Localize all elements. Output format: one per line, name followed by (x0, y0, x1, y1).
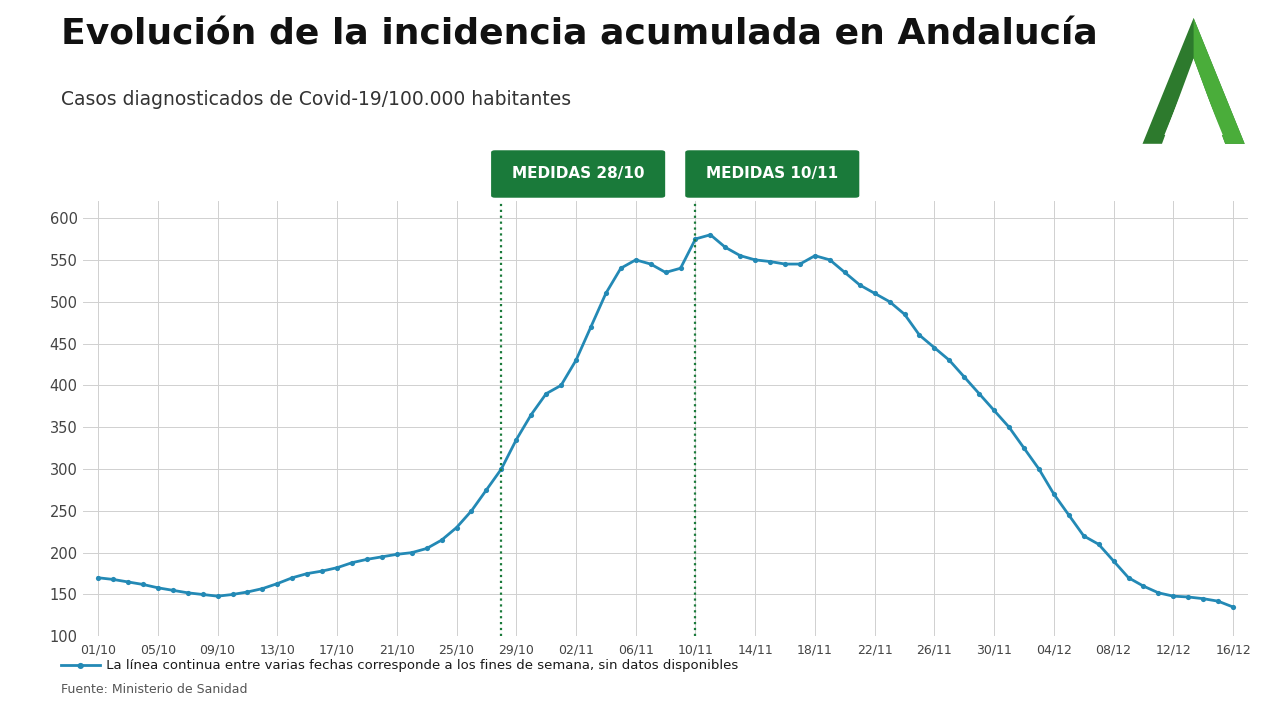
Point (819, 254, 840, 265)
Point (595, 288, 616, 299)
Point (1133, 580, 1153, 592)
Point (954, 371, 974, 383)
Point (1148, 587, 1169, 598)
Point (790, 258, 810, 270)
Point (879, 296, 900, 308)
Point (685, 233, 705, 244)
Point (774, 258, 795, 270)
Point (147, 582, 168, 594)
Point (581, 321, 602, 333)
Point (118, 576, 138, 587)
Text: MEDIDAS 28/10: MEDIDAS 28/10 (512, 167, 644, 181)
Point (1208, 595, 1229, 607)
Point (1029, 463, 1050, 475)
Text: La línea continua entre varias fechas corresponde a los fines de semana, sin dat: La línea continua entre varias fechas co… (102, 659, 739, 672)
Point (1059, 509, 1079, 521)
Point (492, 463, 512, 475)
Point (805, 250, 826, 262)
Point (671, 262, 691, 274)
Point (655, 267, 676, 278)
Point (342, 557, 362, 569)
Point (506, 434, 526, 446)
Point (521, 409, 541, 421)
Point (431, 534, 452, 546)
Point (864, 288, 884, 299)
Point (447, 522, 467, 533)
Point (312, 565, 333, 577)
Point (282, 572, 302, 584)
Text: MEDIDAS 10/11: MEDIDAS 10/11 (707, 167, 838, 181)
Point (461, 505, 481, 516)
Point (297, 568, 317, 580)
Point (402, 547, 422, 559)
Text: Fuente: Ministerio de Sanidad: Fuente: Ministerio de Sanidad (61, 683, 248, 696)
Point (611, 262, 631, 274)
Polygon shape (1165, 63, 1222, 135)
Point (730, 250, 750, 262)
Point (1164, 590, 1184, 602)
Point (326, 562, 347, 574)
Point (416, 543, 436, 554)
Text: Evolución de la incidencia acumulada en Andalucía: Evolución de la incidencia acumulada en … (61, 18, 1098, 52)
Point (102, 574, 123, 585)
Point (940, 354, 960, 366)
Point (1088, 539, 1108, 550)
Point (984, 405, 1005, 416)
Point (1103, 555, 1124, 567)
Point (1014, 442, 1034, 454)
Point (924, 342, 945, 354)
Point (163, 585, 183, 596)
Point (566, 354, 586, 366)
Point (1193, 593, 1213, 605)
Point (252, 583, 273, 595)
Point (387, 549, 407, 560)
Point (626, 254, 646, 265)
Point (268, 578, 288, 590)
Point (88, 572, 109, 584)
Point (133, 579, 154, 590)
Point (550, 380, 571, 391)
Point (237, 586, 257, 597)
Polygon shape (1143, 18, 1244, 144)
Point (1222, 601, 1243, 613)
Point (476, 484, 497, 495)
Point (357, 554, 378, 565)
Polygon shape (1193, 18, 1244, 144)
Point (192, 589, 212, 600)
Text: ●: ● (77, 661, 84, 669)
Point (536, 388, 557, 400)
Point (760, 256, 781, 267)
Point (1119, 572, 1139, 584)
Point (178, 587, 198, 598)
Point (998, 421, 1019, 433)
Point (745, 254, 765, 265)
Point (371, 551, 392, 562)
Point (895, 308, 915, 320)
Point (969, 388, 989, 400)
Point (909, 329, 929, 341)
Text: Casos diagnosticados de Covid-19/100.000 habitantes: Casos diagnosticados de Covid-19/100.000… (61, 90, 572, 109)
Point (850, 279, 870, 290)
Point (1043, 488, 1064, 500)
Point (700, 229, 721, 241)
Point (1074, 530, 1094, 541)
Point (207, 590, 228, 602)
Point (223, 589, 243, 600)
Point (640, 258, 660, 270)
Point (835, 267, 855, 278)
Point (1178, 591, 1198, 603)
Point (716, 242, 736, 253)
